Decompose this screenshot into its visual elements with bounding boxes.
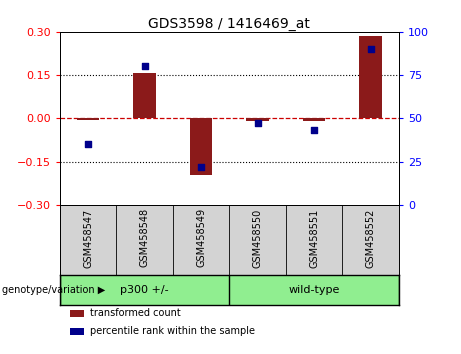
Bar (190, 118, 213, 175)
Text: GSM458547: GSM458547 (83, 208, 93, 268)
Point (310, 127, 318, 133)
Point (84, 141, 92, 147)
Point (141, 64, 148, 69)
Text: transformed count: transformed count (90, 308, 181, 319)
Bar (246, 118, 269, 121)
Point (367, 46, 374, 52)
Point (254, 121, 261, 126)
Bar (359, 36, 382, 118)
Text: GSM458550: GSM458550 (253, 208, 263, 268)
Point (197, 164, 205, 170)
Text: percentile rank within the sample: percentile rank within the sample (90, 326, 255, 336)
Text: GSM458548: GSM458548 (140, 208, 150, 267)
Text: GSM458551: GSM458551 (309, 208, 319, 268)
FancyBboxPatch shape (70, 327, 83, 335)
FancyBboxPatch shape (70, 310, 83, 317)
Text: genotype/variation ▶: genotype/variation ▶ (2, 285, 106, 295)
Text: GSM458552: GSM458552 (366, 208, 376, 268)
Bar (133, 73, 156, 118)
Bar (77, 118, 100, 120)
Title: GDS3598 / 1416469_at: GDS3598 / 1416469_at (148, 17, 310, 31)
Text: wild-type: wild-type (289, 285, 340, 295)
Bar (303, 118, 325, 121)
Text: GSM458549: GSM458549 (196, 208, 206, 267)
Text: p300 +/-: p300 +/- (120, 285, 169, 295)
